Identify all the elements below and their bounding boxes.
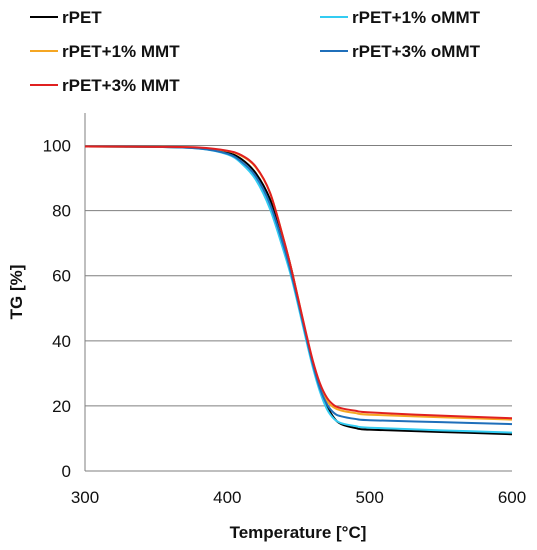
legend: rPET rPET+1% MMT rPET+3% MMT rPET+1% oMMT rP… [30,8,481,95]
legend-label: rPET+1% MMT [62,42,180,61]
x-tick-label: 500 [355,488,383,507]
series-line-rpet [84,145,513,436]
legend-label: rPET+3% oMMT [352,42,481,61]
gridlines [85,145,512,407]
x-axis-title: Temperature [°C] [230,523,367,542]
series-lines [84,145,513,436]
x-tick-label: 300 [71,488,99,507]
legend-label: rPET [62,8,102,27]
y-tick-label: 80 [52,202,71,221]
series-line-rpet-1-mmt [84,145,513,421]
y-tick-label: 100 [43,137,71,156]
series-line-rpet-3-mmt [84,145,513,420]
y-axis-title: TG [%] [7,265,26,320]
y-tick-label: 0 [62,462,71,481]
series-line-rpet-3-ommt [84,145,513,426]
axes [84,113,512,472]
series-line-rpet-1-ommt [84,145,513,434]
x-tick-label: 600 [498,488,526,507]
legend-label: rPET+3% MMT [62,76,180,95]
y-tick-label: 40 [52,332,71,351]
tick-labels: 0 20 40 60 80 100 300 400 500 600 [43,137,527,507]
x-tick-label: 400 [213,488,241,507]
y-tick-label: 60 [52,267,71,286]
legend-label: rPET+1% oMMT [352,8,481,27]
y-tick-label: 20 [52,397,71,416]
